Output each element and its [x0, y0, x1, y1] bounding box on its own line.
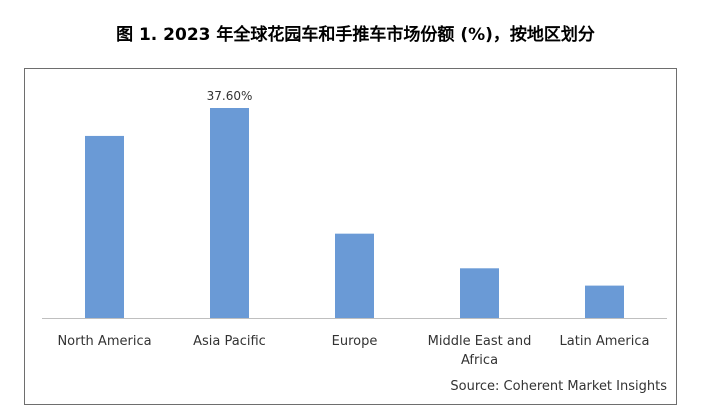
bar-2 — [335, 233, 374, 318]
chart-frame — [24, 68, 677, 405]
chart-title: 图 1. 2023 年全球花园车和手推车市场份额 (%)，按地区划分 — [116, 25, 595, 45]
data-label-1: 37.60% — [207, 89, 253, 103]
category-label-0: North America — [57, 334, 151, 349]
category-label-1: Asia Pacific — [193, 334, 266, 349]
category-label-2: Europe — [332, 334, 378, 349]
category-label-3-line-1: Africa — [461, 353, 498, 368]
source-note: Source: Coherent Market Insights — [450, 379, 667, 394]
bar-1 — [210, 108, 249, 318]
bar-4 — [585, 285, 624, 318]
category-label-3-line-0: Middle East and — [428, 334, 532, 349]
category-label-4: Latin America — [560, 334, 650, 349]
bar-3 — [460, 268, 499, 318]
bar-0 — [85, 135, 124, 318]
